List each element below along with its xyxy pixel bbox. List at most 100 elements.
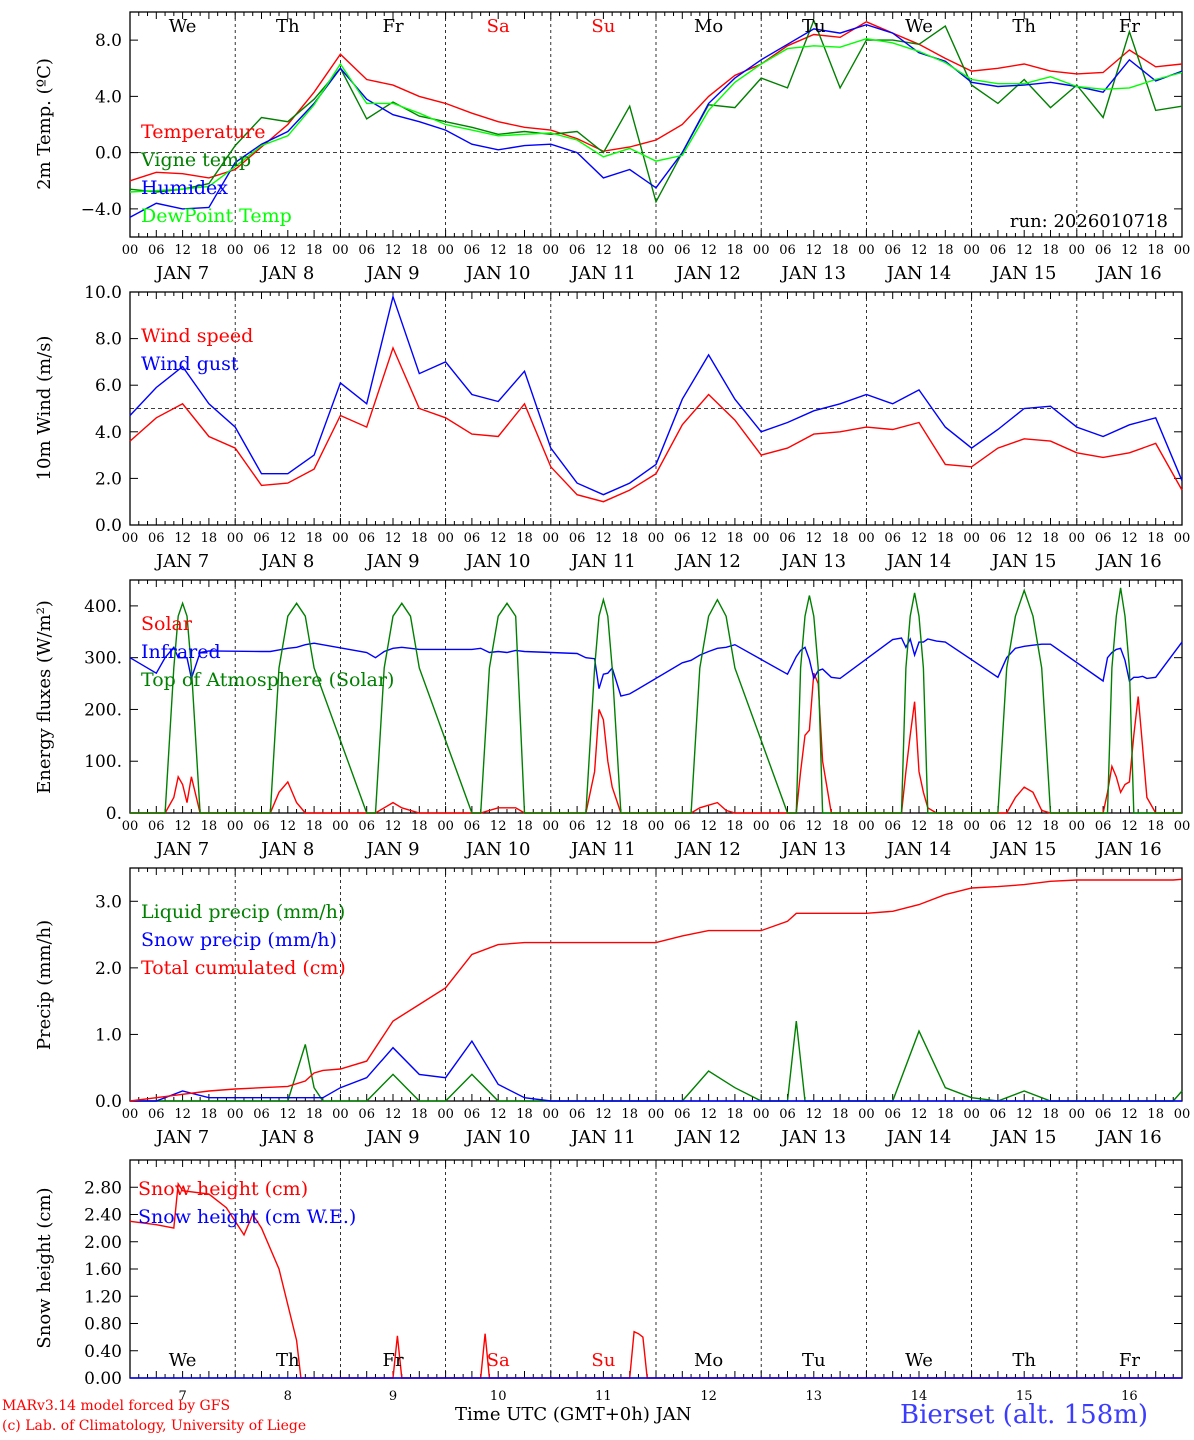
hour-tick-label: 12 — [806, 819, 823, 834]
hour-tick-label: 00 — [858, 1107, 875, 1122]
legend-entry: DewPoint Temp — [141, 205, 292, 227]
y-tick-label: 1.60 — [84, 1260, 122, 1280]
y-axis-label: Precip (mm/h) — [34, 920, 55, 1050]
y-axis-label: 2m Temp. (ºC) — [34, 58, 55, 190]
series-line-infrared — [129, 637, 1183, 697]
hour-tick-label: 18 — [306, 531, 323, 546]
y-tick-label: 3.0 — [95, 892, 122, 912]
series-line-dewpoint-temp — [129, 37, 1183, 193]
hour-tick-label: 06 — [1095, 819, 1112, 834]
hour-tick-label: 12 — [595, 531, 612, 546]
weekday-label: Th — [1012, 1350, 1036, 1371]
date-label: JAN 13 — [780, 839, 847, 860]
hour-tick-label: 06 — [148, 1107, 165, 1122]
date-label: JAN 8 — [259, 839, 314, 860]
hour-tick-label: 18 — [201, 531, 218, 546]
hour-tick-label: 00 — [543, 1107, 560, 1122]
weekday-label: Su — [591, 16, 615, 37]
legend-entry: Total cumulated (cm) — [141, 957, 346, 979]
date-label: JAN 11 — [569, 1127, 636, 1148]
hour-tick-label: 00 — [122, 243, 139, 258]
hour-tick-label: 00 — [332, 819, 349, 834]
hour-tick-label: 06 — [990, 819, 1007, 834]
hour-tick-label: 18 — [411, 531, 428, 546]
hour-tick-label: 18 — [937, 243, 954, 258]
weekday-label: We — [169, 16, 197, 37]
hour-tick-label: 06 — [464, 531, 481, 546]
date-label: JAN 7 — [154, 839, 209, 860]
hour-tick-label: 12 — [490, 1107, 507, 1122]
legend-entry: Wind gust — [141, 353, 239, 375]
hour-tick-label: 00 — [858, 531, 875, 546]
hour-tick-label: 00 — [648, 819, 665, 834]
hour-tick-label: 06 — [464, 1107, 481, 1122]
day-label: 13 — [806, 1389, 823, 1404]
hour-tick-label: 06 — [1095, 531, 1112, 546]
weekday-label: Su — [591, 1350, 615, 1371]
hour-tick-label: 06 — [779, 819, 796, 834]
hour-tick-label: 00 — [1069, 243, 1086, 258]
hour-tick-label: 00 — [963, 1107, 980, 1122]
hour-tick-label: 12 — [280, 819, 297, 834]
weekday-label: Fr — [382, 1350, 403, 1371]
legend-entry: Temperature — [141, 121, 265, 143]
y-axis-label: 10m Wind (m/s) — [34, 336, 55, 481]
hour-tick-label: 00 — [1174, 243, 1191, 258]
weekday-label: Tu — [802, 16, 826, 37]
hour-tick-label: 00 — [858, 243, 875, 258]
panel-3: 0. 100. 200. 300. 400. Energy fluxes (W/m²) So… — [34, 579, 1190, 860]
weekday-label: Mo — [694, 16, 723, 37]
date-label: JAN 16 — [1095, 1127, 1162, 1148]
hour-tick-label: 18 — [937, 1107, 954, 1122]
date-label: JAN 8 — [259, 263, 314, 284]
day-label: 12 — [700, 1389, 717, 1404]
hour-tick-label: 06 — [990, 531, 1007, 546]
y-tick-label: 0.0 — [95, 516, 122, 536]
hour-tick-label: 18 — [621, 243, 638, 258]
hour-tick-label: 00 — [1069, 819, 1086, 834]
panel-4: 0.0 1.0 2.0 3.0 Precip (mm/h) Liquid precip (… — [34, 867, 1190, 1148]
date-label: JAN 11 — [569, 263, 636, 284]
hour-tick-label: 00 — [1069, 1107, 1086, 1122]
legend-entry: Infrared — [141, 641, 221, 663]
series-line-wind-gust — [129, 294, 1183, 496]
hour-tick-label: 06 — [990, 1107, 1007, 1122]
y-tick-label: 0.00 — [84, 1369, 122, 1389]
hour-tick-label: 12 — [700, 819, 717, 834]
day-label: 14 — [911, 1389, 928, 1404]
weekday-label: We — [905, 1350, 933, 1371]
hour-tick-label: 18 — [621, 531, 638, 546]
hour-tick-label: 06 — [464, 243, 481, 258]
date-label: JAN 14 — [885, 263, 952, 284]
hour-tick-label: 06 — [990, 243, 1007, 258]
hour-tick-label: 12 — [490, 243, 507, 258]
weekday-label: Sa — [487, 16, 510, 37]
hour-tick-label: 18 — [1147, 531, 1164, 546]
legend-entry: Solar — [141, 613, 193, 635]
panel-5: 0.00 0.40 0.80 1.20 1.60 2.00 2.40 2.80 Snow hei… — [34, 1159, 1183, 1404]
hour-tick-label: 12 — [385, 819, 402, 834]
y-tick-label: 200. — [84, 700, 122, 720]
hour-tick-label: 12 — [911, 531, 928, 546]
hour-tick-label: 00 — [1069, 531, 1086, 546]
date-label: JAN 9 — [364, 263, 419, 284]
date-label: JAN 8 — [259, 1127, 314, 1148]
date-label: JAN 16 — [1095, 839, 1162, 860]
hour-tick-label: 06 — [779, 531, 796, 546]
y-tick-label: 4.0 — [95, 423, 122, 443]
day-label: 9 — [389, 1389, 397, 1404]
run-annotation: run: 2026010718 — [1010, 211, 1168, 232]
y-tick-label: 10.0 — [84, 283, 122, 303]
hour-tick-label: 12 — [595, 819, 612, 834]
hour-tick-label: 18 — [937, 819, 954, 834]
date-label: JAN 9 — [364, 839, 419, 860]
hour-tick-label: 12 — [385, 1107, 402, 1122]
hour-tick-label: 00 — [227, 243, 244, 258]
y-tick-label: 0. — [106, 804, 122, 824]
date-label: JAN 11 — [569, 839, 636, 860]
hour-tick-label: 12 — [174, 531, 191, 546]
hour-tick-label: 06 — [884, 1107, 901, 1122]
y-tick-label: 8.0 — [95, 31, 122, 51]
hour-tick-label: 00 — [122, 1107, 139, 1122]
series-line-total-cumulated-cm- — [129, 878, 1183, 1102]
